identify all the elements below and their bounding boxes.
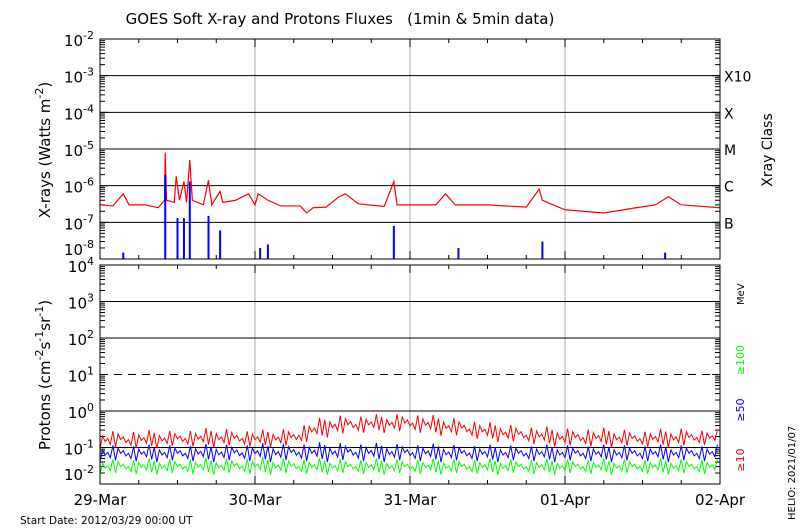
y-tick-label: 103: [68, 292, 94, 313]
start-date: Start Date: 2012/03/29 00:00 UT: [20, 515, 193, 527]
x-tick-label: 02-Apr: [695, 491, 746, 509]
x-tick-label: 30-Mar: [229, 491, 283, 509]
proton-line-ge100: [99, 457, 718, 475]
y-tick-label: 10-8: [64, 238, 94, 259]
y-tick-label: 100: [68, 401, 94, 422]
y-tick-label: 10-6: [64, 176, 94, 197]
y-tick-label: 10-2: [64, 463, 94, 484]
xray-long-line: [99, 152, 721, 214]
xray-class-label: M: [724, 143, 736, 159]
xray-class-label: C: [724, 180, 734, 196]
xray-class-label: B: [724, 216, 734, 232]
y-tick-label: 10-4: [64, 102, 94, 123]
y-tick-label: 102: [68, 328, 94, 349]
proton-line-ge50: [99, 442, 718, 463]
proton-plot-frame: [99, 264, 721, 485]
proton-line-ge10: [99, 414, 718, 450]
proton-y-axis-label: Protons (cm-2s-1sr-1): [33, 300, 54, 450]
unit-label: MeV: [736, 283, 747, 305]
x-tick-label: 01-Apr: [540, 491, 591, 509]
xray-y-axis-label: X-rays (Watts m-2): [33, 82, 54, 218]
xray-class-label: X10: [724, 70, 751, 86]
legend-ge10: ≥10: [734, 448, 747, 471]
y-tick-label: 104: [68, 255, 94, 276]
right-axis-label: Xray Class: [760, 113, 776, 187]
legend-ge50: ≥50: [734, 398, 747, 421]
y-tick-label: 10-2: [64, 29, 94, 50]
y-tick-label: 10-5: [64, 139, 94, 160]
xray-plot-frame: [99, 38, 721, 260]
x-tick-label: 31-Mar: [384, 491, 438, 509]
y-tick-label: 101: [68, 365, 94, 386]
x-tick-label: 29-Mar: [74, 491, 128, 509]
y-tick-label: 10-7: [64, 212, 94, 233]
chart-title: GOES Soft X-ray and Protons Fluxes (1min…: [126, 10, 555, 28]
y-tick-label: 10-3: [64, 66, 94, 87]
xray-class-label: X: [724, 106, 734, 122]
y-tick-label: 10-1: [64, 438, 94, 459]
credit: HELIO: 2021/01/07: [787, 426, 798, 520]
legend-ge100: ≥100: [734, 345, 747, 375]
